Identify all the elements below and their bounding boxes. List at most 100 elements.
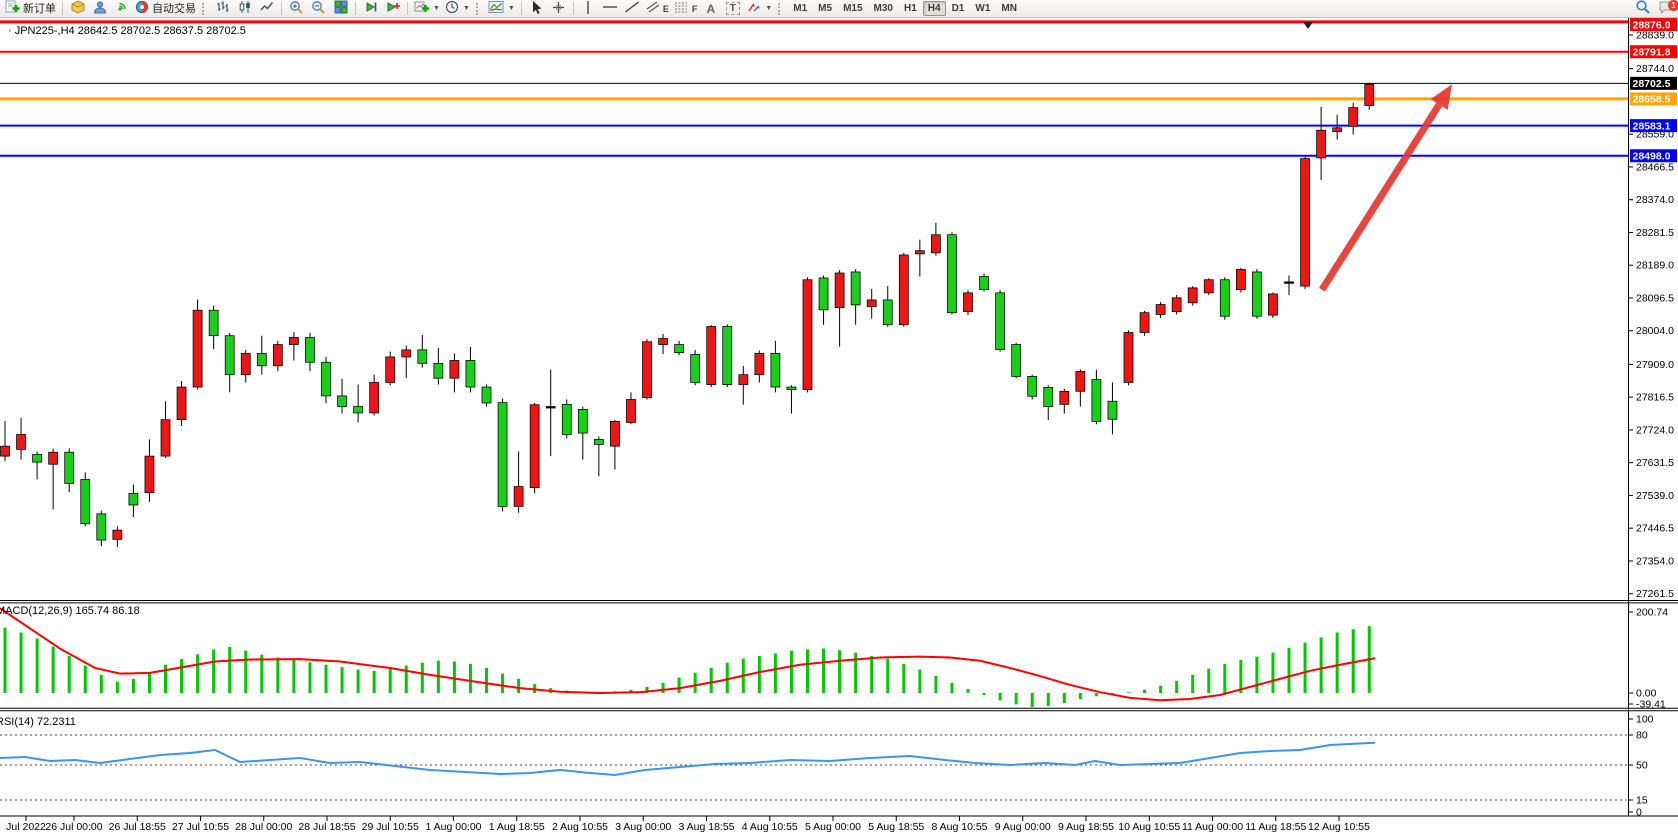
profile-button[interactable] (89, 0, 110, 18)
timeframe-W1[interactable]: W1 (975, 3, 991, 14)
timeframe-D1[interactable]: D1 (951, 3, 965, 14)
fibonacci-button[interactable]: F (672, 0, 700, 18)
chart-title: · JPN225-,H4 28642.5 28702.5 28637.5 287… (8, 25, 246, 37)
price-chart-canvas[interactable]: · JPN225-,H4 28642.5 28702.5 28637.5 287… (0, 18, 1678, 835)
arrows-button[interactable]: ▼ (744, 0, 774, 18)
indicator-window-button[interactable]: ▼ (486, 0, 517, 18)
price-tick: 28839.0 (1636, 30, 1674, 42)
new-order-button[interactable]: 新订单 (3, 0, 58, 18)
bar-chart-button[interactable] (212, 0, 233, 18)
cube-button[interactable] (67, 0, 88, 18)
candle (1107, 400, 1118, 420)
price-tick: 28374.0 (1636, 194, 1674, 206)
candle (754, 353, 765, 376)
candle (1043, 387, 1054, 407)
rsi-scale-tick: 50 (1636, 760, 1648, 772)
price-label-box (1630, 119, 1677, 133)
trend-arrow-annotation[interactable] (1319, 84, 1452, 292)
label-button[interactable]: T (722, 0, 743, 18)
timeframe-M30[interactable]: M30 (873, 3, 893, 14)
candle (979, 276, 989, 291)
timeframe-MN[interactable]: MN (1001, 3, 1017, 14)
price-tick: 28189.0 (1636, 260, 1674, 272)
price-label: 28791.8 (1633, 47, 1671, 59)
rsi-label: RSI(14) 72.2311 (0, 716, 76, 728)
candle (947, 234, 957, 314)
vertical-line-icon (582, 0, 594, 18)
chevron-down-icon: ▼ (433, 5, 440, 12)
signal-button[interactable] (111, 0, 132, 18)
toolbar-handle[interactable] (202, 2, 208, 15)
zoom-out-button[interactable]: − (308, 0, 329, 18)
horizontal-line-icon (602, 0, 618, 17)
price-tick: 28744.0 (1636, 63, 1674, 75)
candle (738, 374, 749, 385)
cursor-button[interactable] (526, 0, 547, 18)
time-label: 5 Aug 00:00 (805, 821, 861, 833)
timeframe-M15[interactable]: M15 (843, 3, 863, 14)
vertical-line-button[interactable] (578, 0, 599, 18)
separator (520, 2, 522, 15)
candle (1171, 297, 1182, 312)
candle (353, 406, 363, 414)
time-label: 11 Aug 00:00 (1182, 821, 1243, 833)
candle (385, 356, 396, 383)
horizontal-level-lines[interactable] (0, 20, 1628, 157)
candle (1252, 271, 1262, 317)
timeframe-H1[interactable]: H1 (903, 3, 917, 14)
candle (1075, 371, 1086, 392)
time-label: 28 Jul 18:55 (298, 821, 355, 833)
time-label: 2 Aug 10:55 (552, 821, 608, 833)
time-label: 27 Jul 10:55 (172, 821, 229, 833)
tile-windows-button[interactable] (330, 0, 351, 18)
price-tick: 27816.5 (1636, 392, 1674, 404)
timeframe-M1[interactable]: M1 (793, 3, 808, 14)
notification-badge: 1 (1668, 0, 1678, 11)
zoom-in-button[interactable]: + (286, 0, 307, 18)
svg-text:· JPN225-,H4 28642.5 28702.5: · JPN225-,H4 28642.5 28702.5 28637.5 287… (8, 25, 246, 37)
text-icon: A (706, 1, 716, 16)
fibo-letter: F (691, 3, 698, 14)
auto-scroll-button[interactable] (382, 0, 403, 18)
macd-label: MACD(12,26,9) 165.74 86.18 (0, 605, 140, 617)
candlestick-button[interactable] (234, 0, 255, 18)
autotrade-button[interactable]: 自动交易 (133, 0, 198, 18)
chat-button[interactable]: 1 (1654, 0, 1678, 18)
timeframe-M5[interactable]: M5 (818, 3, 833, 14)
crosshair-button[interactable] (548, 0, 569, 18)
price-label-box (1630, 18, 1677, 31)
toolbar-handle[interactable] (778, 2, 784, 15)
arrows-icon (746, 0, 761, 17)
zoom-in-icon: + (289, 0, 304, 18)
shift-end-button[interactable] (360, 0, 381, 18)
channel-button[interactable]: E (644, 0, 671, 18)
period-button[interactable]: ▼ (443, 0, 472, 18)
trendline-icon[interactable] (622, 0, 643, 18)
search-button[interactable] (1632, 0, 1653, 18)
toolbar-handle[interactable] (475, 2, 482, 15)
candle (433, 362, 444, 379)
timeframe-H4[interactable]: H4 (922, 1, 946, 16)
time-label: 28 Jul 00:00 (235, 821, 292, 833)
time-label: 8 Aug 10:55 (931, 821, 987, 833)
rsi-pane[interactable]: RSI(14) 72.2311 (0, 716, 1628, 801)
text-button[interactable]: A (700, 0, 721, 18)
candle (561, 404, 572, 435)
macd-signal-line (0, 607, 1376, 702)
rsi-scale-tick: 0 (1636, 807, 1642, 819)
macd-pane[interactable]: MACD(12,26,9) 165.74 86.18 (0, 605, 1376, 708)
macd-scale-tick: 200.74 (1636, 606, 1668, 618)
candle (1219, 279, 1230, 317)
price-axis[interactable]: 28839.028744.028559.028466.528374.028281… (1628, 18, 1677, 819)
new-chart-button[interactable]: ▼ (412, 0, 442, 18)
time-axis[interactable]: Jul 2022 26 Jul 00:00 26 Jul 18:55 27 Jul 1… (6, 816, 1370, 833)
separator (62, 2, 63, 15)
line-chart-button[interactable] (256, 0, 277, 18)
chevron-down-icon: ▼ (765, 5, 773, 12)
candle (48, 451, 59, 465)
rsi-scale-tick: 80 (1636, 730, 1648, 742)
horizontal-line-button[interactable] (600, 0, 621, 18)
price-tick: 27909.0 (1636, 359, 1674, 371)
chart-window[interactable]: · JPN225-,H4 28642.5 28702.5 28637.5 287… (0, 18, 1678, 835)
time-label: 4 Aug 10:55 (742, 821, 798, 833)
